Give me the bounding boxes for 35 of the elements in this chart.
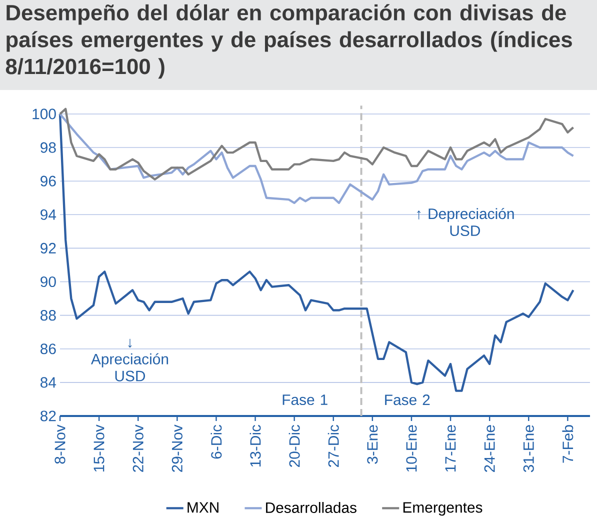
y-tick-label: 84 bbox=[40, 377, 56, 388]
x-tick-label: 22-Nov bbox=[132, 424, 144, 472]
x-tick-label: 20-Dic bbox=[288, 424, 300, 467]
annotation: Fase 1 bbox=[282, 394, 328, 406]
y-tick-label: 96 bbox=[40, 176, 56, 186]
annotation: Fase 2 bbox=[385, 394, 430, 406]
chart-title: Desempeño del dólar en comparación con divisas de países emergentes y de países desarrollados (índices 8/11/2016=100 ) bbox=[6, 4, 572, 79]
line-series bbox=[58, 112, 574, 204]
x-tick-label: 24-Ene bbox=[484, 425, 495, 472]
x-tick-label: 17-Ene bbox=[445, 425, 456, 472]
x-tick-label: 8-Nov bbox=[54, 424, 66, 464]
y-tick-label: 92 bbox=[40, 242, 56, 254]
y-tick-label: 82 bbox=[40, 410, 56, 422]
x-tick-label: 6-Dic bbox=[210, 424, 222, 459]
x-tick-label: 29-Nov bbox=[172, 424, 182, 472]
y-tick-label: 98 bbox=[40, 142, 56, 153]
y-tick-label: 86 bbox=[40, 344, 56, 354]
line-series bbox=[58, 112, 574, 392]
y-tick-label: 88 bbox=[40, 310, 56, 321]
x-tick-label: 7-Feb bbox=[562, 425, 574, 463]
legend-label: Emergentes bbox=[403, 502, 482, 516]
x-tick-label: 15-Nov bbox=[94, 424, 104, 472]
x-tick-label: 27-Dic bbox=[328, 424, 339, 467]
x-tick-label: 31-Ene bbox=[523, 425, 534, 472]
annotation: ↓ Apreciación USD bbox=[90, 338, 168, 382]
x-tick-label: 13-Dic bbox=[250, 424, 261, 467]
legend-label: MXN bbox=[188, 502, 218, 513]
y-tick-label: 90 bbox=[40, 276, 56, 288]
legend-label: Desarrolladas bbox=[266, 502, 356, 513]
x-tick-label: 10-Ene bbox=[406, 425, 417, 472]
y-tick-label: 94 bbox=[40, 209, 56, 220]
y-tick-label: 100 bbox=[32, 108, 56, 120]
x-tick-label: 3-Ene bbox=[367, 425, 378, 464]
annotation: ↑ Depreciación USD bbox=[417, 208, 514, 236]
line-series bbox=[58, 108, 574, 181]
